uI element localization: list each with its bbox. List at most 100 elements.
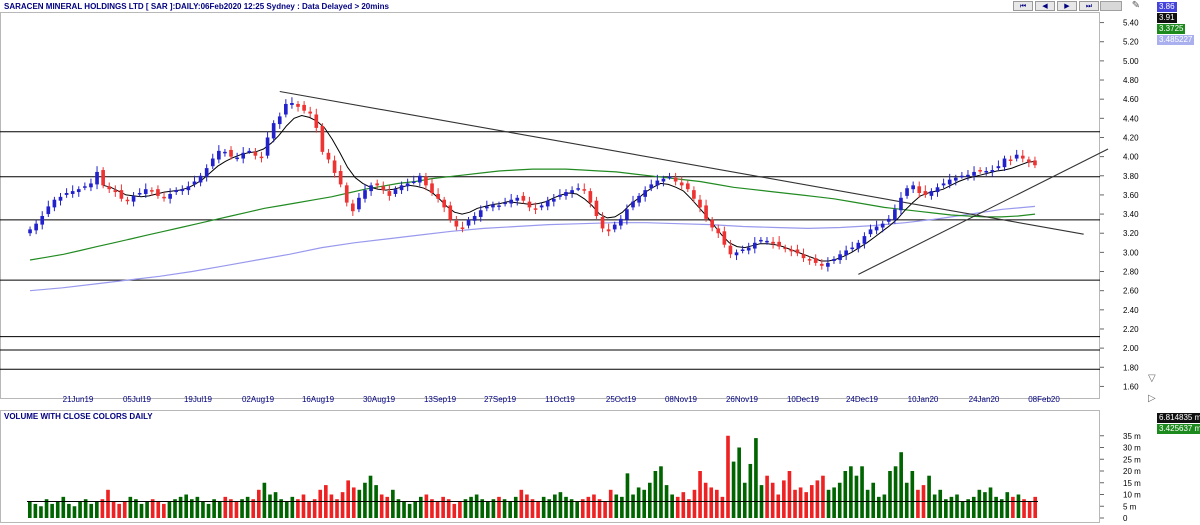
volume-bar xyxy=(480,499,485,518)
y-tick-label: 2.00 xyxy=(1123,344,1139,353)
collapse-down-icon[interactable]: ▽ xyxy=(1148,373,1156,384)
candle-down xyxy=(917,186,922,194)
candle-up xyxy=(612,224,617,230)
volume-bar xyxy=(50,503,54,518)
candle-up xyxy=(844,250,848,256)
moving-average-short xyxy=(102,114,1036,262)
candle-up xyxy=(204,168,209,177)
nav-last-button[interactable]: ⏭ xyxy=(1079,1,1099,11)
volume-bar xyxy=(407,503,412,518)
volume-bar xyxy=(994,496,998,518)
volume-frame xyxy=(0,410,1100,523)
volume-bar xyxy=(156,501,161,518)
trend-line xyxy=(279,90,1084,235)
volume-badge-a: 6.814835 m xyxy=(1157,413,1200,423)
volume-bar xyxy=(754,438,758,518)
x-tick-label: 16Aug19 xyxy=(302,395,335,404)
volume-bar xyxy=(273,492,278,518)
candle-up xyxy=(972,171,976,176)
candle-down xyxy=(436,193,440,199)
volume-bar xyxy=(262,482,267,518)
volume-bar xyxy=(586,496,591,518)
y-tick-label: 4.00 xyxy=(1123,153,1139,162)
volume-badge-b: 3.425637 m xyxy=(1157,424,1200,434)
candle-down xyxy=(259,156,264,159)
volume-bar xyxy=(55,501,60,518)
pencil-icon[interactable]: ✎ xyxy=(1131,0,1141,11)
candle-up xyxy=(838,254,842,261)
candle-down xyxy=(302,104,306,111)
volume-bar xyxy=(61,496,66,518)
candle-down xyxy=(1033,160,1037,166)
candle-up xyxy=(290,103,294,105)
volume-bar xyxy=(821,475,825,518)
candle-down xyxy=(448,205,453,220)
candle-up xyxy=(826,262,830,267)
volume-bar xyxy=(391,489,395,518)
volume-bar xyxy=(385,496,390,518)
candle-up xyxy=(564,192,568,196)
volume-bar xyxy=(363,482,367,518)
candle-up xyxy=(46,206,51,215)
x-tick-label: 30Aug19 xyxy=(363,395,396,404)
candle-up xyxy=(70,191,75,194)
volume-bar xyxy=(731,461,736,518)
candle-up xyxy=(539,205,544,208)
chart-navigation: ⏮ ◀ ▶ ⏭ xyxy=(1013,1,1101,11)
candle-down xyxy=(594,200,599,216)
x-tick-label: 02Aug19 xyxy=(242,395,275,404)
y-tick-label: 5.40 xyxy=(1123,19,1139,28)
volume-bar xyxy=(402,501,406,518)
volume-bar xyxy=(463,499,468,518)
candle-up xyxy=(491,204,495,208)
volume-bar xyxy=(960,501,965,518)
candle-up xyxy=(247,150,252,153)
candle-up xyxy=(661,178,666,182)
candle-down xyxy=(978,170,982,172)
nav-next-button[interactable]: ▶ xyxy=(1057,1,1077,11)
volume-bar xyxy=(167,501,172,518)
expand-right-icon[interactable]: ▷ xyxy=(1148,393,1156,404)
volume-bar xyxy=(865,489,870,518)
volume-bar xyxy=(195,496,200,518)
volume-bar xyxy=(971,496,976,518)
volume-tick-label: 5 m xyxy=(1123,502,1137,511)
volume-bar xyxy=(592,494,596,518)
volume-bar xyxy=(485,501,490,518)
volume-bar xyxy=(765,475,769,518)
candle-up xyxy=(893,209,897,220)
volume-bar xyxy=(720,496,725,518)
volume-bar xyxy=(849,466,853,518)
volume-bar xyxy=(687,499,691,518)
candle-down xyxy=(156,189,160,196)
volume-bar xyxy=(284,501,289,518)
nav-prev-button[interactable]: ◀ xyxy=(1035,1,1055,11)
volume-tick-label: 35 m xyxy=(1123,432,1141,441)
candle-up xyxy=(64,193,69,195)
candle-up xyxy=(558,194,562,197)
x-tick-label: 10Jan20 xyxy=(908,395,939,404)
volume-bar xyxy=(1016,494,1021,518)
volume-bar xyxy=(899,452,903,518)
volume-bar xyxy=(882,494,887,518)
volume-bar xyxy=(541,496,546,518)
volume-bar xyxy=(854,475,859,518)
volume-bar xyxy=(782,480,786,518)
volume-bar xyxy=(279,499,283,518)
volume-bar xyxy=(217,501,222,518)
volume-bar xyxy=(659,466,663,518)
chart-scrollbar[interactable] xyxy=(1100,1,1122,11)
volume-bar xyxy=(575,501,580,518)
nav-first-button[interactable]: ⏮ xyxy=(1013,1,1033,11)
candle-down xyxy=(296,103,300,107)
volume-bar xyxy=(329,494,334,518)
volume-bar xyxy=(245,496,250,518)
y-tick-label: 5.20 xyxy=(1123,38,1139,47)
volume-bar xyxy=(251,499,256,518)
candle-up xyxy=(637,195,641,203)
volume-bar xyxy=(379,494,384,518)
candle-up xyxy=(89,183,93,188)
candle-up xyxy=(551,198,556,202)
candle-up xyxy=(52,199,57,208)
